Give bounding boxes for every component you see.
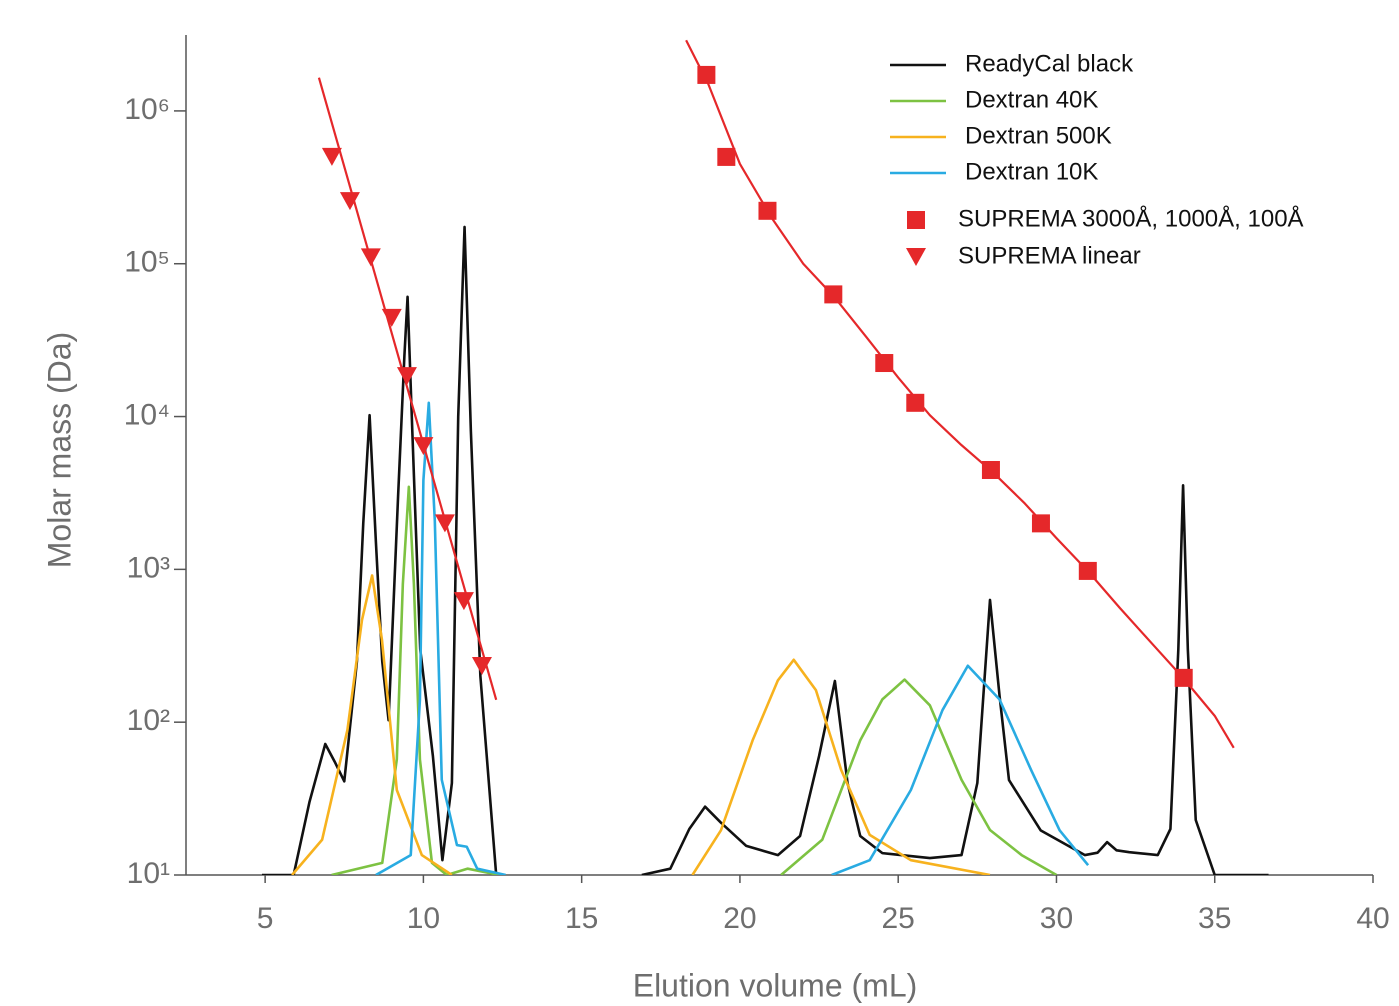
legend-label: ReadyCal black xyxy=(965,50,1134,77)
y-tick-label: 10⁴ xyxy=(124,398,170,431)
x-tick-label: 10 xyxy=(407,902,440,935)
data-point xyxy=(875,354,894,373)
y-axis-title: Molar mass (Da) xyxy=(41,332,77,568)
data-point xyxy=(758,201,777,220)
series-line xyxy=(291,574,991,875)
x-tick-label: 35 xyxy=(1198,902,1231,935)
y-tick-label: 10⁵ xyxy=(124,246,170,279)
legend-label: Dextran 10K xyxy=(965,158,1098,185)
x-tick-label: 25 xyxy=(882,902,915,935)
data-point xyxy=(1174,668,1193,687)
data-point xyxy=(360,248,381,267)
legend-label: SUPREMA 3000Å, 1000Å, 100Å xyxy=(958,204,1304,232)
data-point xyxy=(697,65,716,84)
data-point xyxy=(824,285,843,304)
data-point xyxy=(339,192,360,211)
x-tick-label: 5 xyxy=(257,902,274,935)
x-tick-label: 40 xyxy=(1356,902,1389,935)
data-point xyxy=(453,592,474,611)
x-tick-label: 15 xyxy=(565,902,598,935)
data-point xyxy=(471,657,492,676)
data-point xyxy=(1078,561,1097,580)
data-point xyxy=(981,460,1000,479)
y-tick-label: 10⁶ xyxy=(124,93,170,126)
x-tick-label: 30 xyxy=(1040,902,1073,935)
data-point xyxy=(321,147,342,166)
legend-label: Dextran 40K xyxy=(965,86,1098,113)
data-point xyxy=(1031,514,1050,533)
legend-label: SUPREMA linear xyxy=(958,242,1141,269)
data-point xyxy=(381,308,402,327)
data-point xyxy=(413,437,434,456)
series-line xyxy=(331,485,1058,875)
fit-line xyxy=(685,39,1235,749)
legend-label: Dextran 500K xyxy=(965,122,1112,149)
y-tick-label: 10¹ xyxy=(127,857,170,890)
legend-marker xyxy=(906,248,926,266)
y-tick-label: 10³ xyxy=(127,551,170,584)
data-point xyxy=(396,367,417,386)
data-point xyxy=(906,393,925,412)
series-line xyxy=(375,401,1090,875)
y-tick-label: 10² xyxy=(127,704,170,737)
x-axis-title: Elution volume (mL) xyxy=(633,967,918,1003)
legend-marker xyxy=(907,211,925,229)
series-line xyxy=(261,225,1269,875)
data-point xyxy=(717,147,736,166)
x-tick-label: 20 xyxy=(723,902,756,935)
data-point xyxy=(434,514,455,533)
